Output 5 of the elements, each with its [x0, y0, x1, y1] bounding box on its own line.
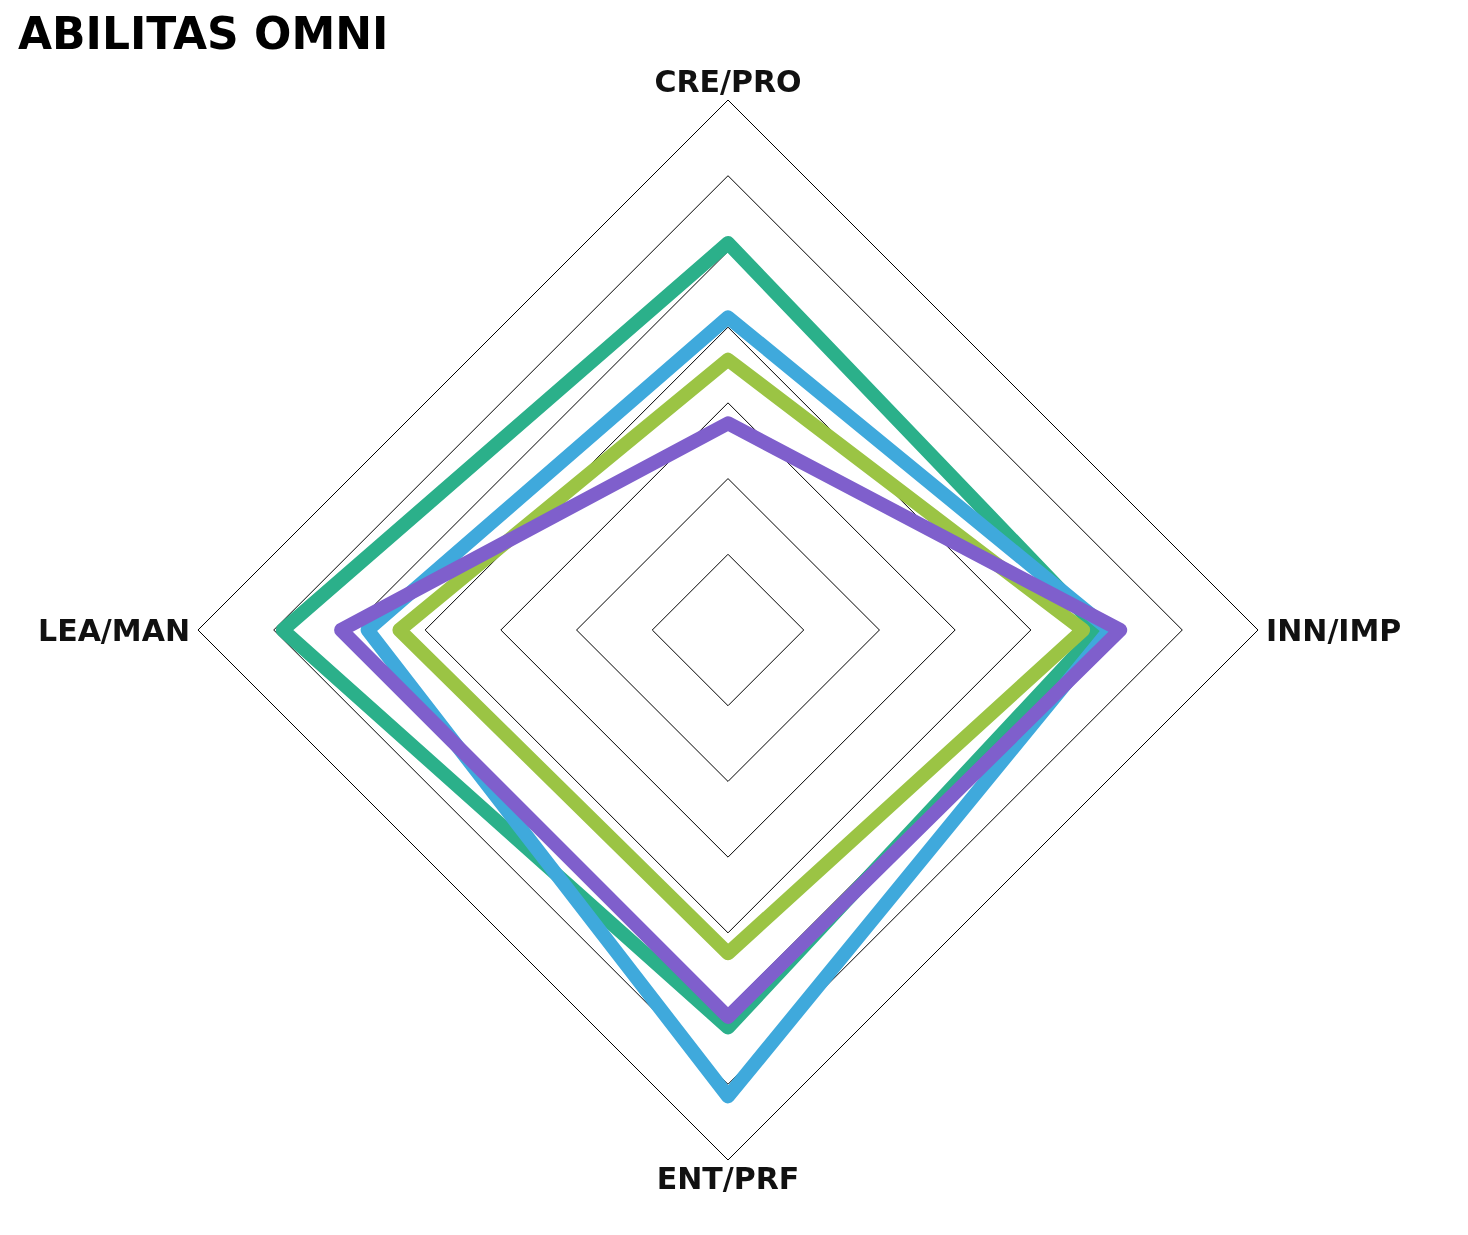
- spoke-label: LEA/MAN: [38, 612, 190, 648]
- spoke-label: CRE/PRO: [654, 64, 802, 99]
- spoke-label: INN/IMP: [1266, 612, 1402, 648]
- spoke-label: ENT/PRF: [656, 1161, 800, 1197]
- chart-title: ABILITAS OMNI: [17, 8, 390, 60]
